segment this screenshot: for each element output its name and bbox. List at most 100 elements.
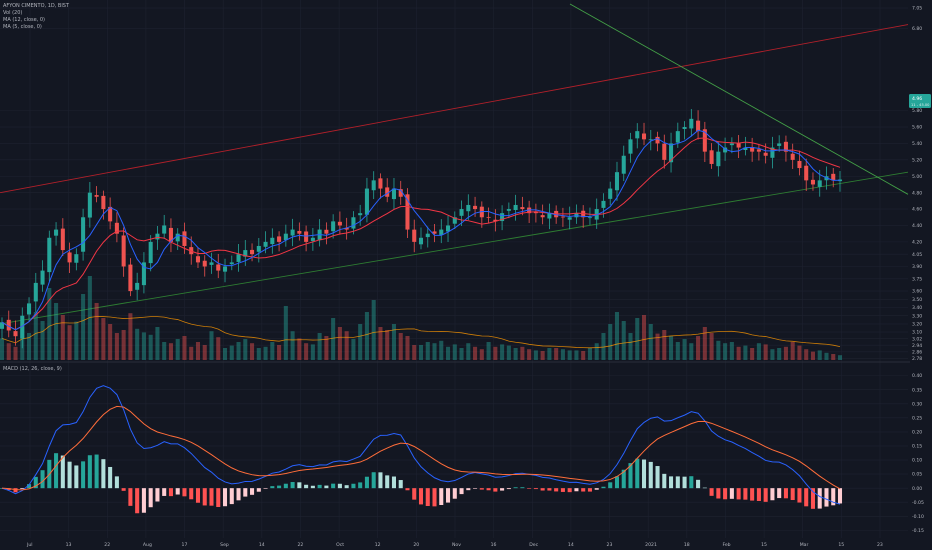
macd-tick-label: 0.35 [912,387,922,393]
ma12-legend[interactable]: MA (12, close, 0) [3,17,45,23]
candle [0,317,5,340]
volume-bar [263,346,268,360]
macd-histogram-bar [337,483,342,489]
candle [175,228,180,250]
volume-bar [817,350,822,360]
macd-histogram-bar [182,488,187,497]
macd-histogram-bar [101,459,106,489]
macd-histogram-bar [209,488,214,506]
time-tick-label: 14 [568,542,574,548]
macd-tick-label: 0.40 [912,373,922,379]
candle [277,231,282,252]
candle [297,222,302,241]
volume-bar [479,349,484,360]
volume-bar [385,330,390,360]
candle [432,223,437,243]
candle [81,208,86,261]
price-tick-label: 5.20 [912,157,922,163]
candle-body [344,227,349,230]
volume-bar [304,343,309,360]
candle [567,206,572,230]
macd-tick-label: 0.05 [912,472,922,478]
volume-bar [493,346,498,360]
candle-body [682,127,687,129]
macd-histogram-bar [141,488,146,513]
macd-histogram-bar [554,488,559,492]
macd-histogram-bar [702,487,707,489]
price-tick-label: 4.60 [912,207,922,213]
volume-bar [378,327,383,360]
candle [790,143,795,169]
time-tick-label: 13 [66,542,72,548]
candle-body [432,231,437,234]
volume-bar [432,343,437,360]
symbol-legend[interactable]: AFYON CIMENTO, 1D, BIST [3,3,70,9]
candle [337,211,342,235]
candle [648,129,653,151]
candle [459,200,464,227]
ma5-legend[interactable]: MA (5, close, 0) [3,24,42,30]
candle-body [297,230,302,234]
volume-bar [418,345,424,360]
volume-bar [270,342,275,360]
candle [750,137,755,162]
macd-histogram-bar [777,488,782,499]
candle [216,253,221,279]
candle [466,194,471,220]
candle-body [195,256,201,263]
volume-bar [60,315,65,360]
candle-body [777,143,782,146]
macd-histogram-bar [527,488,532,489]
volume-bar [527,349,532,360]
volume-legend[interactable]: Vol (20) [3,10,22,16]
volume-bar [175,339,180,360]
candle [209,252,214,274]
candle-body [283,233,288,241]
candle [736,135,741,159]
candle [108,197,113,230]
volume-bar [283,306,288,360]
macd-histogram-bar [412,488,417,500]
candle-body [506,209,511,211]
volume-bar [554,348,559,360]
volume-bar [506,345,511,360]
macd-histogram-bar [837,488,843,504]
candle [696,110,701,140]
candle-body [141,262,146,286]
volume-bar [581,351,586,360]
macd-histogram-bar [297,482,302,489]
candle [60,218,65,257]
candle-body [81,217,86,252]
time-tick-label: Oct [336,542,344,548]
candle-body [547,213,552,219]
candle [702,121,707,163]
volume-bar [723,343,728,360]
volume-bar [256,348,261,360]
macd-histogram-bar [270,486,275,489]
price-tick-label: 4.40 [912,223,922,229]
candle-body [135,282,140,290]
macd-histogram-bar [391,476,396,489]
macd-histogram-bar [581,488,586,492]
candle-body [209,262,214,265]
candle-body [750,147,755,152]
macd-pane [0,385,843,514]
candle-body [270,237,275,245]
time-tick-label: Mar [800,542,809,548]
macd-histogram-bar [229,488,234,505]
macd-histogram-bar [114,476,119,489]
macd-histogram-bar [486,488,491,491]
volume-bar [250,343,255,360]
moving-averages [1,129,841,331]
candle-body [263,241,268,247]
candle-body [182,231,187,246]
candle [446,215,451,242]
macd-legend[interactable]: MACD (12, 26, close, 9) [3,366,62,372]
candle [148,235,153,272]
candle [804,158,809,191]
time-tick-label: 23 [607,542,613,548]
macd-histogram-bar [243,488,248,497]
volume-bar [0,338,5,360]
trend-lines[interactable] [0,3,909,325]
